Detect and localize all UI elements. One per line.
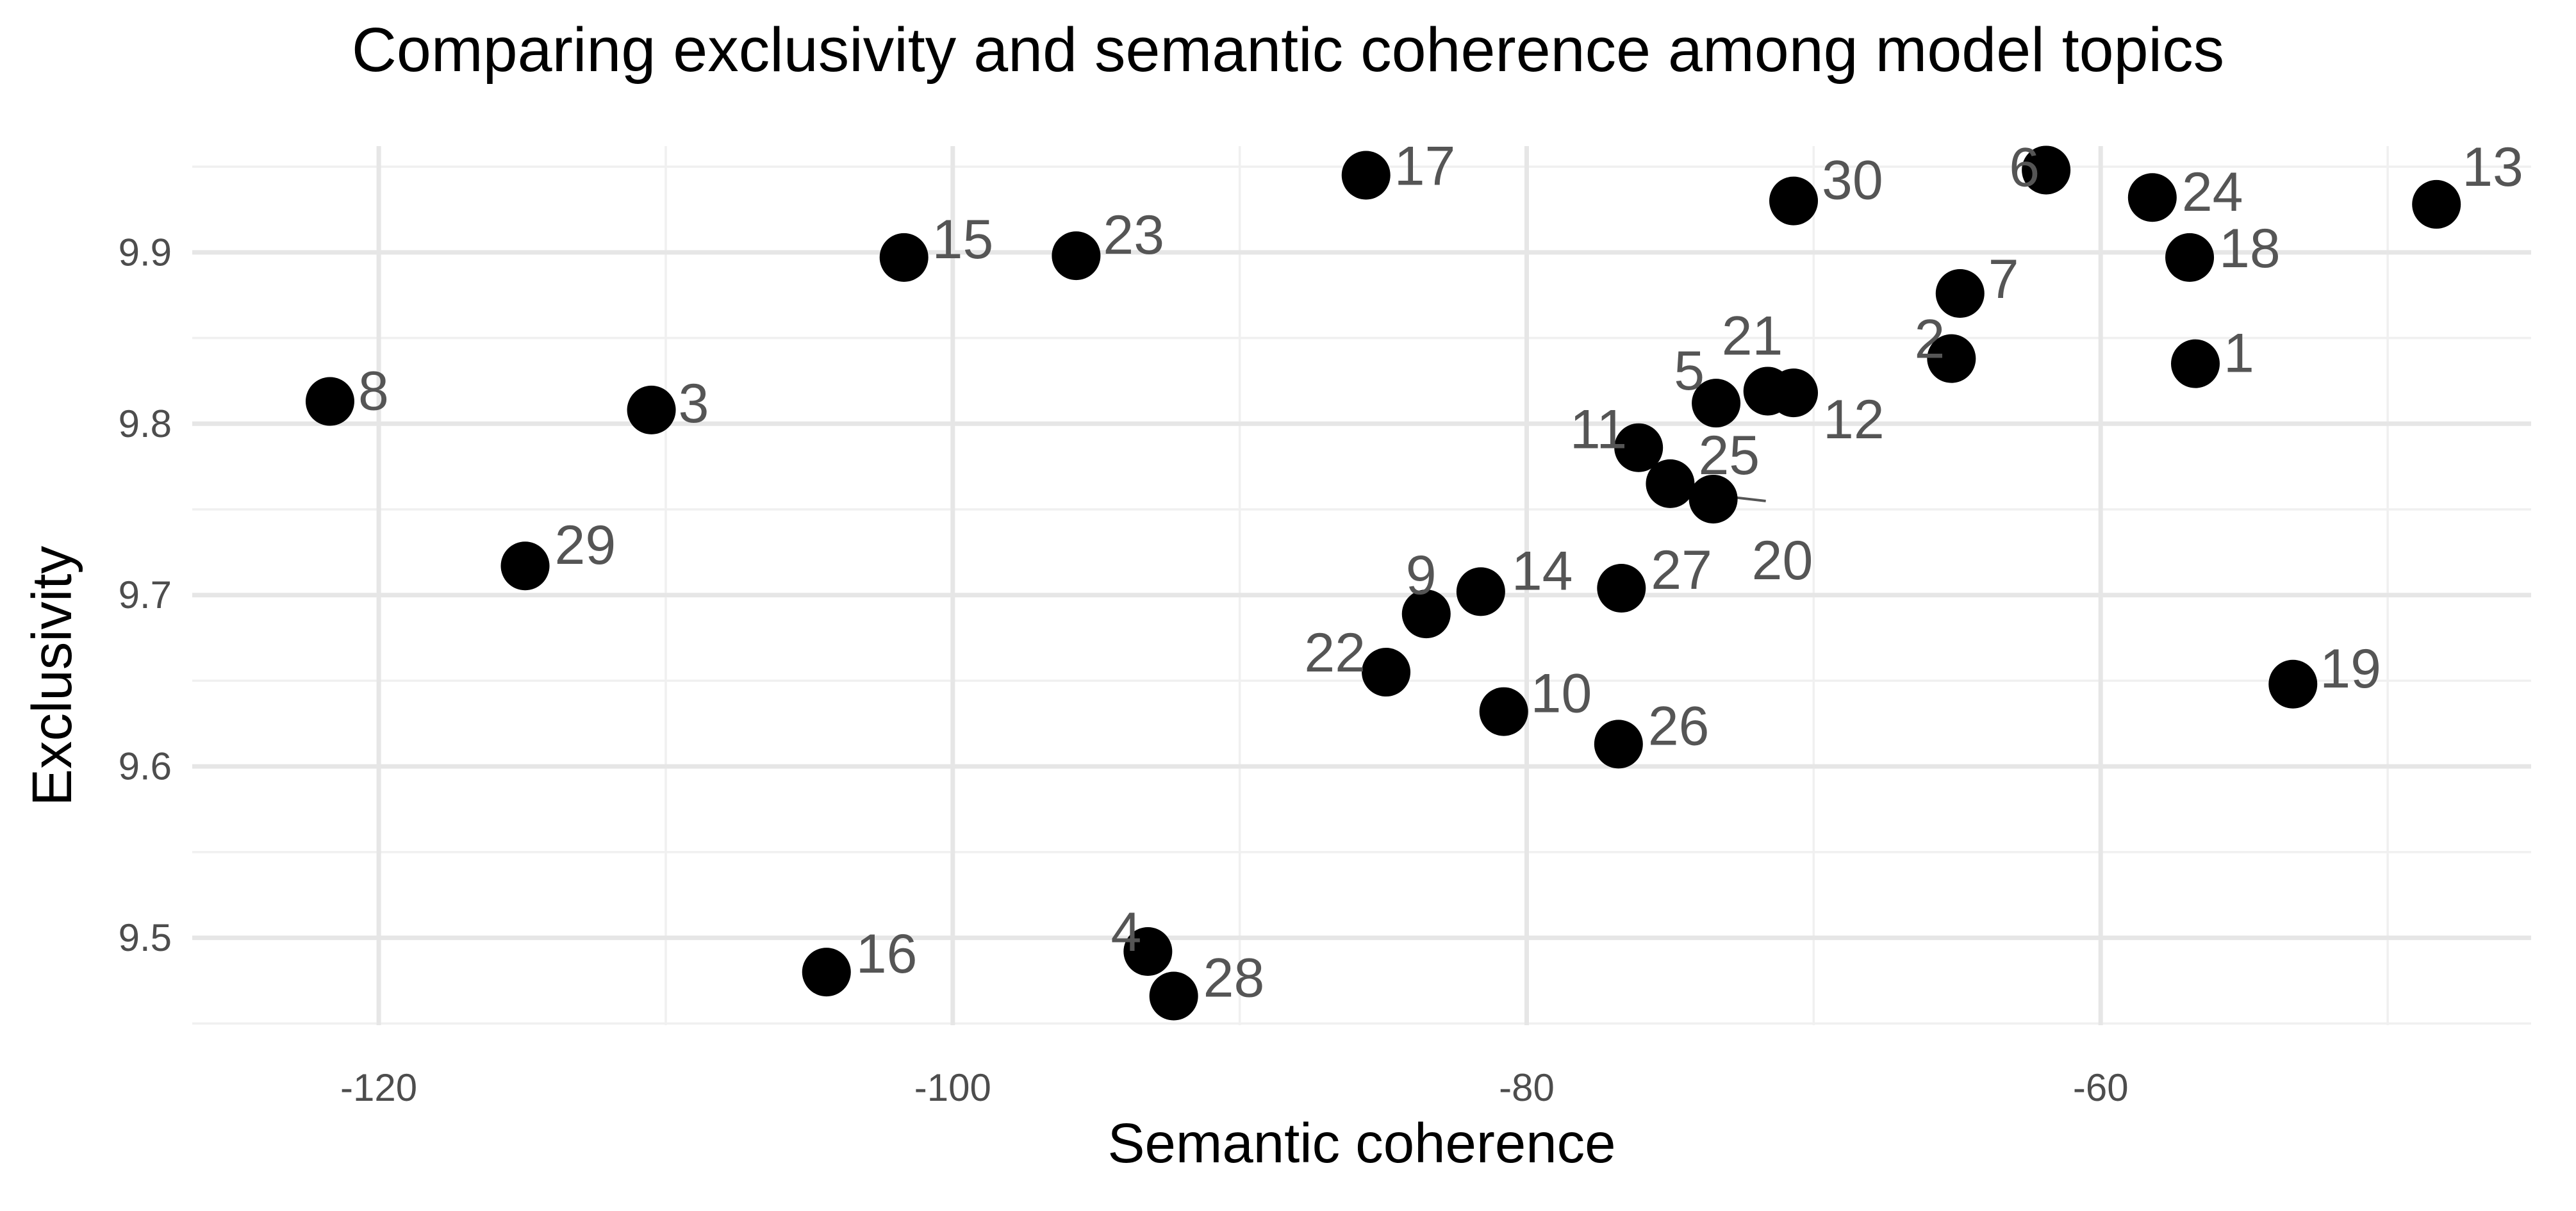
y-tick-label: 9.5 <box>119 916 172 959</box>
data-label-3: 3 <box>679 373 709 434</box>
data-point-29 <box>500 541 550 591</box>
x-tick-label: -80 <box>1499 1066 1555 1109</box>
data-point-19 <box>2268 659 2318 709</box>
data-label-22: 22 <box>1304 622 1366 684</box>
data-label-8: 8 <box>358 360 389 422</box>
label-leader-lines <box>1732 495 1766 502</box>
data-point-5 <box>1692 379 1741 428</box>
data-label-27: 27 <box>1651 540 1712 601</box>
data-point-22 <box>1362 648 1411 697</box>
data-point-24 <box>2127 173 2177 222</box>
data-point-21 <box>1743 367 1792 416</box>
data-label-5: 5 <box>1674 340 1705 402</box>
data-label-19: 19 <box>2320 638 2381 700</box>
data-label-25: 25 <box>1698 425 1760 486</box>
data-label-12: 12 <box>1823 389 1885 450</box>
data-label-13: 13 <box>2462 136 2523 198</box>
data-point-8 <box>305 377 354 426</box>
data-point-2 <box>1927 334 1976 383</box>
x-tick-label: -60 <box>2073 1066 2129 1109</box>
data-label-6: 6 <box>2009 136 2040 198</box>
data-label-21: 21 <box>1722 305 1783 367</box>
data-points <box>305 145 2461 1021</box>
data-label-10: 10 <box>1531 663 1592 725</box>
data-label-29: 29 <box>555 515 616 576</box>
data-point-14 <box>1456 567 1505 616</box>
data-label-1: 1 <box>2224 323 2254 384</box>
data-point-6 <box>2022 145 2071 195</box>
major-gridlines <box>192 146 2531 1025</box>
data-point-13 <box>2412 179 2461 229</box>
data-label-16: 16 <box>856 923 918 985</box>
data-point-28 <box>1149 971 1198 1021</box>
data-label-2: 2 <box>1914 309 1945 370</box>
data-label-9: 9 <box>1406 545 1437 606</box>
data-point-23 <box>1052 231 1101 281</box>
data-point-4 <box>1123 927 1173 976</box>
data-point-27 <box>1597 564 1646 613</box>
data-point-20 <box>1688 474 1738 523</box>
x-tick-labels: -120 -100 -80 -60 <box>340 1066 2129 1109</box>
data-label-11: 11 <box>1570 399 1627 461</box>
data-point-9 <box>1401 589 1451 639</box>
data-point-15 <box>879 233 929 282</box>
minor-gridlines <box>192 146 2531 1025</box>
data-point-30 <box>1769 176 1819 226</box>
data-label-7: 7 <box>1988 249 2019 310</box>
data-point-18 <box>2165 233 2215 282</box>
data-point-11 <box>1614 423 1664 472</box>
data-label-18: 18 <box>2219 218 2281 279</box>
data-point-17 <box>1341 151 1391 200</box>
data-point-16 <box>802 948 851 997</box>
x-tick-label: -120 <box>340 1066 417 1109</box>
chart-title: Comparing exclusivity and semantic coher… <box>351 15 2225 85</box>
data-label-24: 24 <box>2182 161 2243 223</box>
data-point-7 <box>1935 269 1985 318</box>
data-point-3 <box>627 385 676 434</box>
data-label-26: 26 <box>1648 695 1710 757</box>
data-label-15: 15 <box>932 209 994 270</box>
x-axis-title: Semantic coherence <box>1107 1112 1616 1174</box>
data-point-26 <box>1594 720 1643 769</box>
y-tick-label: 9.9 <box>119 231 172 274</box>
leader-line-20 <box>1732 495 1766 502</box>
data-label-28: 28 <box>1203 948 1265 1009</box>
data-label-14: 14 <box>1512 540 1573 602</box>
data-label-4: 4 <box>1111 902 1142 963</box>
y-tick-label: 9.6 <box>119 745 172 788</box>
data-point-25 <box>1646 459 1695 508</box>
y-tick-label: 9.7 <box>119 573 172 616</box>
data-point-10 <box>1479 687 1528 736</box>
data-label-17: 17 <box>1394 135 1456 197</box>
y-tick-labels: 9.5 9.6 9.7 9.8 9.9 <box>119 231 172 959</box>
data-label-30: 30 <box>1822 150 1883 211</box>
x-tick-label: -100 <box>914 1066 991 1109</box>
y-tick-label: 9.8 <box>119 402 172 445</box>
data-label-23: 23 <box>1103 204 1164 266</box>
data-point-1 <box>2171 339 2220 388</box>
data-label-20: 20 <box>1752 530 1813 591</box>
